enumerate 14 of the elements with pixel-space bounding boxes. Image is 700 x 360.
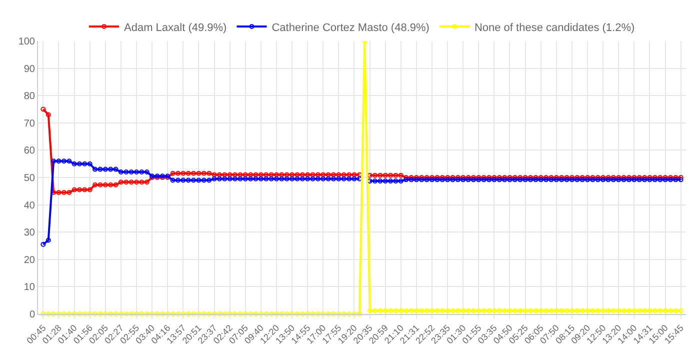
y-tick-label: 0 bbox=[29, 310, 36, 320]
legend-label: Catherine Cortez Masto (48.9%) bbox=[272, 22, 430, 34]
y-tick-label: 20 bbox=[24, 254, 36, 266]
y-tick-label: 90 bbox=[24, 64, 36, 75]
y-tick-label: 10 bbox=[24, 282, 36, 294]
legend-label: None of these candidates (1.2%) bbox=[474, 22, 635, 34]
y-tick-label: 50 bbox=[24, 173, 36, 184]
y-tick-label: 40 bbox=[24, 200, 36, 212]
legend-label: Adam Laxalt (49.9%) bbox=[124, 22, 227, 34]
y-tick-label: 30 bbox=[24, 228, 36, 239]
y-tick-label: 70 bbox=[24, 118, 36, 130]
y-tick-label: 60 bbox=[24, 146, 36, 157]
y-tick-label: 80 bbox=[24, 91, 36, 102]
y-tick-label: 100 bbox=[18, 36, 36, 48]
